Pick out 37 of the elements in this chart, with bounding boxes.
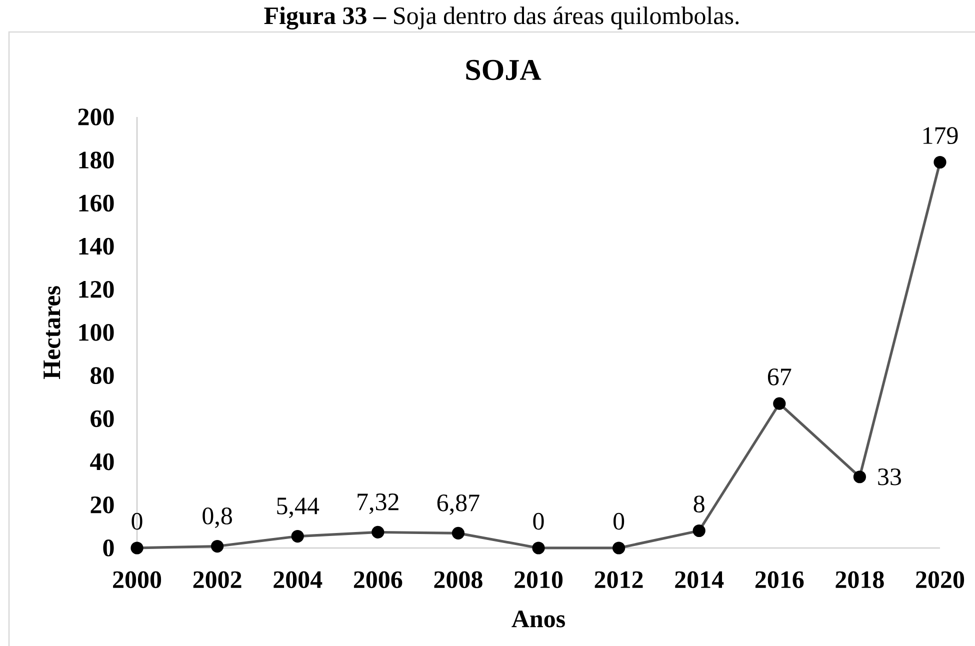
data-label: 5,44 — [277, 498, 320, 518]
y-tick-label: 160 — [79, 194, 114, 212]
x-tick-label: 2004 — [274, 571, 322, 588]
data-label: 6,87 — [437, 494, 480, 515]
x-tick-label: 2006 — [354, 571, 402, 588]
y-tick-label: 60 — [90, 410, 114, 428]
data-label: 8 — [694, 496, 704, 512]
x-tick-label: 2012 — [594, 571, 643, 588]
x-tick-label: 2018 — [836, 571, 884, 588]
data-label: 0 — [132, 512, 142, 530]
y-tick-label: 200 — [78, 108, 114, 126]
x-tick-label: 2016 — [755, 571, 804, 588]
x-tick-label: 2002 — [193, 571, 242, 588]
x-axis-title: Anos — [512, 610, 565, 628]
chart-title: SOJA — [466, 60, 542, 80]
text: Figura 33 – Soja dentro das áreas quilombolas. — [264, 6, 739, 30]
data-label: 0,8 — [202, 508, 232, 528]
x-tick-label: 2020 — [916, 571, 964, 588]
y-tick-label: 120 — [79, 280, 114, 298]
x-tick-label: 2014 — [675, 571, 724, 588]
y-tick-label: 80 — [90, 367, 114, 384]
x-tick-label: 2000 — [113, 571, 162, 588]
data-label: 0 — [533, 512, 544, 530]
y-tick-label: 40 — [90, 453, 114, 470]
data-label: 67 — [768, 368, 792, 386]
data-label: 0 — [614, 512, 624, 530]
y-tick-label: 20 — [90, 496, 114, 514]
data-label: 7,32 — [358, 494, 398, 514]
data-label: 179 — [923, 127, 958, 144]
y-tick-label: 100 — [79, 324, 114, 341]
y-tick-label: 180 — [79, 152, 114, 169]
x-tick-label: 2010 — [514, 571, 563, 588]
y-axis-title: Hectares — [44, 286, 60, 380]
x-tick-label: 2008 — [434, 571, 482, 588]
y-tick-label: 140 — [79, 238, 114, 255]
data-label: 33 — [878, 468, 901, 486]
y-tick-label: 0 — [103, 540, 114, 556]
